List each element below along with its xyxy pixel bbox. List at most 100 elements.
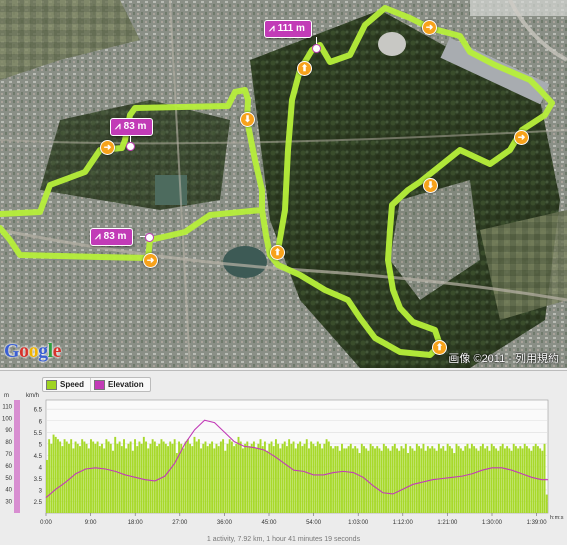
elevation-line [45, 419, 548, 498]
speed-bar [409, 446, 412, 513]
speed-bar [503, 448, 506, 513]
speed-bar [54, 436, 57, 513]
peak-marker-1[interactable]: ⩘ 111 m [264, 20, 312, 38]
speed-bar [134, 439, 136, 513]
speed-bar [341, 443, 343, 513]
speed-bar [261, 446, 264, 513]
speed-bar [349, 443, 352, 513]
speed-bar [327, 441, 330, 513]
speed-bar [94, 443, 97, 513]
speed-bar [455, 443, 458, 513]
legend-elevation[interactable]: Elevation [90, 378, 150, 391]
speed-bar [173, 439, 176, 513]
speed-bar [316, 441, 319, 513]
speed-bar [149, 443, 152, 513]
legend-elevation-label: Elevation [108, 380, 144, 389]
speed-bar [288, 439, 291, 513]
elevation-tick-label: 70 [5, 452, 12, 458]
speed-bar [81, 439, 84, 513]
peak-point [126, 142, 135, 151]
speed-bar [151, 439, 154, 513]
speed-bar [123, 439, 125, 513]
speed-bar [63, 439, 66, 513]
elevation-tick-label: 30 [5, 500, 12, 506]
speed-bar [387, 448, 390, 513]
x-tick-label: 9:00 [85, 520, 97, 526]
speed-bar [233, 446, 236, 513]
speed-bar [114, 436, 117, 513]
speed-bar [545, 494, 548, 513]
speed-bar [184, 441, 187, 513]
speed-bar [501, 443, 504, 513]
peak-point [312, 44, 321, 53]
speed-bar [369, 443, 372, 513]
speed-bar [175, 453, 178, 513]
elevation-tick-label: 50 [5, 476, 12, 482]
speed-bar [352, 448, 354, 513]
speed-bar [206, 446, 209, 513]
activity-summary: 1 activity, 7.92 km, 1 hour 41 minutes 1… [206, 536, 361, 543]
peak-marker-3[interactable]: ⩘ 83 m [90, 228, 134, 246]
speed-bar [477, 450, 480, 513]
direction-arrow-icon: ⬆ [432, 340, 447, 355]
speed-bar [334, 446, 337, 513]
speed-bar [228, 439, 231, 513]
speed-bar [239, 441, 242, 513]
peak-marker-2[interactable]: ⩘ 83 m [110, 118, 154, 136]
speed-bar [442, 446, 445, 513]
speed-bar [197, 439, 200, 513]
speed-bar [252, 441, 255, 513]
peak-arrow-icon: ⩘ [115, 121, 121, 132]
speed-bar [101, 443, 103, 513]
x-tick-label: 1:21:00 [437, 520, 458, 526]
speed-bar [87, 448, 90, 513]
satellite-map[interactable]: ⩘ 111 m ⩘ 83 m ⩘ 83 m ➜ ⬆ ➜ ⬇ ➜ ⬆ ⬇ ➜ ⬆ Goo… [0, 0, 567, 368]
speed-bar [230, 441, 233, 513]
x-tick-label: 1:30:00 [482, 520, 503, 526]
speed-bar [415, 443, 418, 513]
speed-bar [127, 443, 130, 513]
legend-speed[interactable]: Speed [43, 378, 90, 391]
speed-bar [299, 441, 302, 513]
direction-arrow-icon: ➜ [514, 130, 529, 145]
speed-bar [257, 443, 260, 513]
speed-bar [65, 441, 68, 513]
speed-bar [319, 443, 321, 513]
elevation-tick-label: 80 [5, 440, 12, 446]
speed-bar [235, 443, 238, 513]
speed-bar [530, 450, 533, 513]
peak-arrow-icon: ⩘ [95, 231, 101, 242]
direction-arrow-icon: ⬇ [423, 178, 438, 193]
speed-bar [83, 441, 86, 513]
speed-bar [244, 443, 247, 513]
speed-tick-label: 2.5 [34, 500, 43, 506]
speed-bar [68, 443, 70, 513]
speed-bar [492, 446, 495, 513]
speed-bar [160, 439, 163, 513]
speed-bar [138, 441, 141, 513]
speed-bar [426, 446, 429, 513]
elevation-scale-bar [14, 400, 20, 513]
speed-bar [400, 446, 403, 513]
speed-bar [543, 443, 546, 513]
speed-bar [440, 448, 443, 513]
speed-bar [46, 459, 48, 513]
speed-bar [532, 446, 535, 513]
speed-bar [481, 443, 484, 513]
speed-bar [314, 446, 317, 513]
speed-bar [407, 453, 409, 513]
speed-bar [270, 441, 273, 513]
peak-stem [130, 135, 131, 145]
speed-bar [418, 446, 420, 513]
speed-bar [404, 443, 407, 513]
elevation-tick-label: 90 [5, 428, 12, 434]
speed-bar [385, 446, 387, 513]
speed-bar [90, 439, 92, 513]
speed-bar [382, 443, 385, 513]
map-copyright[interactable]: 画像 ©2011 - 列用規約 [448, 353, 559, 365]
speed-bar [147, 448, 150, 513]
speed-bar [444, 450, 447, 513]
speed-bar [237, 436, 240, 513]
satellite-imagery [0, 0, 567, 368]
